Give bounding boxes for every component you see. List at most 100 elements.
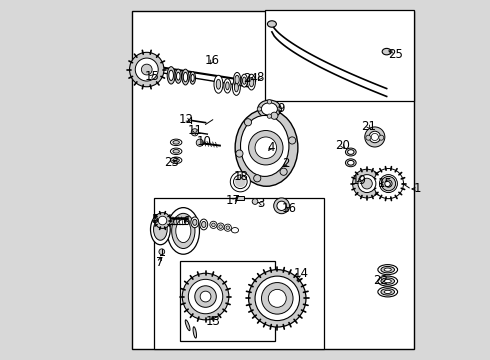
Circle shape bbox=[252, 199, 258, 204]
Ellipse shape bbox=[224, 79, 231, 93]
Text: 2: 2 bbox=[283, 157, 290, 170]
Ellipse shape bbox=[176, 72, 180, 80]
Ellipse shape bbox=[191, 217, 199, 228]
Ellipse shape bbox=[173, 149, 179, 153]
Circle shape bbox=[373, 168, 403, 199]
Ellipse shape bbox=[190, 72, 196, 84]
Ellipse shape bbox=[235, 109, 298, 186]
Ellipse shape bbox=[182, 69, 189, 85]
Text: 16: 16 bbox=[281, 202, 296, 215]
Circle shape bbox=[369, 131, 381, 143]
Circle shape bbox=[274, 198, 290, 214]
Circle shape bbox=[159, 249, 165, 255]
Circle shape bbox=[195, 286, 216, 307]
Ellipse shape bbox=[150, 214, 170, 245]
Text: 9: 9 bbox=[277, 102, 285, 115]
Ellipse shape bbox=[249, 77, 254, 87]
Circle shape bbox=[226, 226, 230, 229]
Text: 10: 10 bbox=[196, 135, 212, 148]
Bar bbox=[180, 261, 275, 341]
Ellipse shape bbox=[382, 48, 391, 55]
Text: 1: 1 bbox=[414, 183, 421, 195]
Circle shape bbox=[230, 172, 250, 192]
Circle shape bbox=[362, 178, 372, 189]
Text: 17: 17 bbox=[226, 194, 241, 207]
Ellipse shape bbox=[169, 70, 173, 81]
Circle shape bbox=[248, 270, 306, 327]
Bar bbox=[265, 10, 414, 101]
Circle shape bbox=[245, 119, 251, 126]
Circle shape bbox=[191, 129, 198, 136]
Text: 14: 14 bbox=[294, 267, 309, 280]
Circle shape bbox=[129, 52, 164, 87]
Circle shape bbox=[237, 178, 244, 185]
Ellipse shape bbox=[381, 266, 394, 273]
Text: 23: 23 bbox=[164, 156, 179, 169]
Circle shape bbox=[236, 150, 243, 157]
Text: 6: 6 bbox=[182, 215, 190, 228]
Ellipse shape bbox=[243, 77, 246, 84]
Text: 15: 15 bbox=[377, 177, 392, 190]
Circle shape bbox=[219, 225, 222, 228]
Ellipse shape bbox=[171, 157, 182, 163]
Ellipse shape bbox=[234, 83, 238, 92]
Ellipse shape bbox=[384, 290, 392, 293]
Ellipse shape bbox=[234, 72, 241, 87]
Ellipse shape bbox=[347, 161, 354, 165]
Ellipse shape bbox=[171, 139, 182, 145]
Circle shape bbox=[262, 283, 293, 314]
Ellipse shape bbox=[345, 148, 356, 156]
Text: 15: 15 bbox=[145, 69, 159, 82]
Circle shape bbox=[158, 216, 167, 225]
Text: 8: 8 bbox=[256, 71, 264, 84]
Circle shape bbox=[379, 175, 397, 193]
Ellipse shape bbox=[381, 278, 394, 284]
Ellipse shape bbox=[193, 327, 196, 338]
Text: 20: 20 bbox=[335, 139, 350, 152]
Ellipse shape bbox=[232, 80, 240, 95]
Text: 16: 16 bbox=[204, 54, 220, 67]
Circle shape bbox=[353, 169, 381, 198]
Ellipse shape bbox=[173, 140, 179, 144]
Ellipse shape bbox=[241, 74, 247, 87]
Text: 11: 11 bbox=[187, 124, 202, 137]
Ellipse shape bbox=[216, 79, 220, 89]
Circle shape bbox=[277, 107, 282, 111]
Circle shape bbox=[381, 176, 395, 191]
Circle shape bbox=[255, 276, 299, 320]
Ellipse shape bbox=[231, 228, 239, 233]
Ellipse shape bbox=[345, 159, 356, 167]
Circle shape bbox=[235, 176, 245, 187]
Circle shape bbox=[255, 137, 276, 158]
Circle shape bbox=[289, 137, 296, 144]
Ellipse shape bbox=[225, 82, 229, 90]
Circle shape bbox=[200, 291, 211, 302]
Ellipse shape bbox=[214, 75, 223, 93]
Ellipse shape bbox=[384, 268, 392, 271]
Bar bbox=[132, 12, 414, 348]
Circle shape bbox=[358, 175, 376, 193]
Text: 25: 25 bbox=[388, 48, 403, 61]
Circle shape bbox=[254, 175, 261, 182]
Circle shape bbox=[267, 114, 271, 118]
Ellipse shape bbox=[185, 320, 190, 330]
Circle shape bbox=[188, 279, 223, 314]
Ellipse shape bbox=[261, 103, 277, 115]
Circle shape bbox=[224, 224, 231, 231]
Ellipse shape bbox=[235, 75, 239, 84]
Ellipse shape bbox=[381, 289, 394, 295]
Circle shape bbox=[234, 175, 247, 189]
Text: 21: 21 bbox=[361, 121, 376, 134]
Ellipse shape bbox=[241, 116, 289, 176]
Text: 13: 13 bbox=[205, 315, 220, 328]
Circle shape bbox=[267, 100, 271, 104]
Circle shape bbox=[257, 107, 262, 111]
Ellipse shape bbox=[247, 74, 255, 90]
Ellipse shape bbox=[167, 208, 199, 254]
Circle shape bbox=[135, 58, 158, 81]
Bar bbox=[236, 196, 245, 200]
Circle shape bbox=[366, 135, 371, 140]
Circle shape bbox=[379, 135, 384, 140]
Circle shape bbox=[182, 273, 229, 320]
Text: 3: 3 bbox=[257, 197, 265, 210]
